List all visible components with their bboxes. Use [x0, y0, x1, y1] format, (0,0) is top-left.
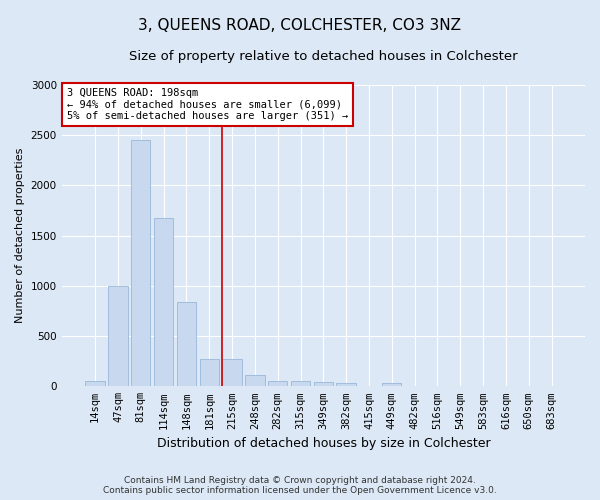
Bar	[268, 381, 287, 386]
Bar	[337, 384, 356, 386]
Bar	[382, 383, 401, 386]
Y-axis label: Number of detached properties: Number of detached properties	[15, 148, 25, 324]
Bar	[314, 382, 333, 386]
Text: 3, QUEENS ROAD, COLCHESTER, CO3 3NZ: 3, QUEENS ROAD, COLCHESTER, CO3 3NZ	[139, 18, 461, 32]
Bar	[177, 302, 196, 386]
Bar	[154, 218, 173, 386]
Bar	[223, 359, 242, 386]
Bar	[108, 286, 128, 386]
Bar	[200, 359, 219, 386]
Bar	[131, 140, 151, 386]
Title: Size of property relative to detached houses in Colchester: Size of property relative to detached ho…	[129, 50, 518, 63]
Text: Contains HM Land Registry data © Crown copyright and database right 2024.
Contai: Contains HM Land Registry data © Crown c…	[103, 476, 497, 495]
X-axis label: Distribution of detached houses by size in Colchester: Distribution of detached houses by size …	[157, 437, 490, 450]
Bar	[245, 376, 265, 386]
Text: 3 QUEENS ROAD: 198sqm
← 94% of detached houses are smaller (6,099)
5% of semi-de: 3 QUEENS ROAD: 198sqm ← 94% of detached …	[67, 88, 348, 121]
Bar	[291, 382, 310, 386]
Bar	[85, 382, 105, 386]
